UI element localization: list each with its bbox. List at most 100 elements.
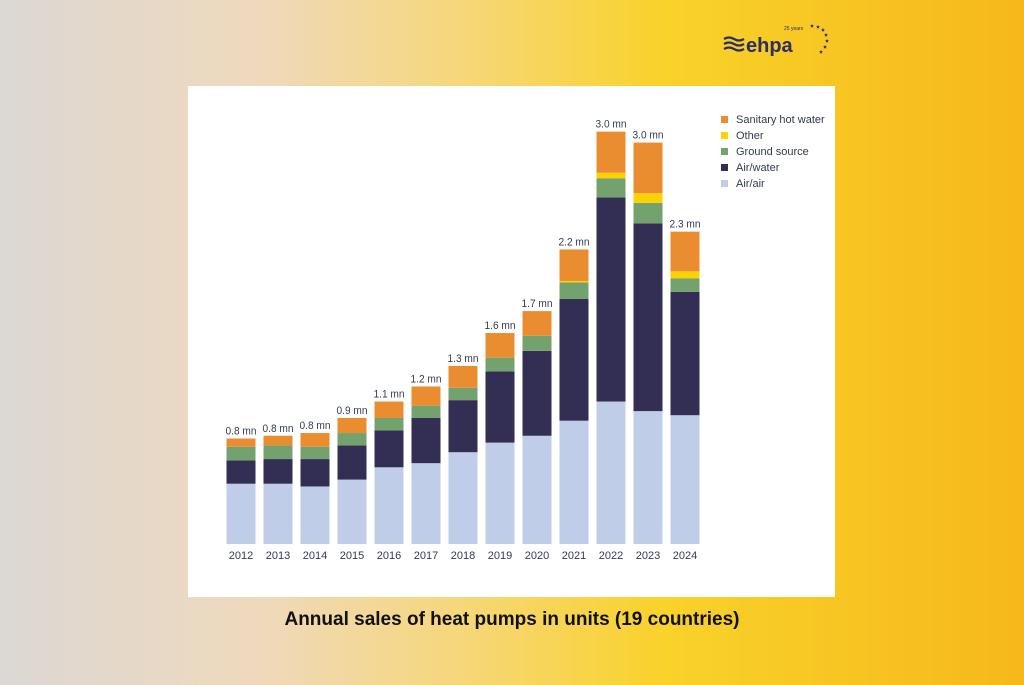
bar-segment-other-2022 (596, 172, 626, 179)
total-label-2020: 1.7 mn (522, 298, 553, 310)
x-tick-label-2013: 2013 (266, 550, 290, 562)
total-label-2017: 1.2 mn (411, 373, 442, 385)
bar-segment-sanitary-hot-water-2020 (522, 311, 552, 336)
x-tick-label-2018: 2018 (451, 550, 475, 562)
bar-segment-air-air-2021 (559, 420, 589, 544)
legend-label-air-air: Air/air (736, 178, 765, 190)
star-icon (825, 38, 829, 43)
bar-segment-air-water-2022 (596, 197, 626, 402)
legend-swatch-ground-source (721, 148, 728, 155)
bar-segment-air-air-2019 (485, 442, 515, 544)
bar-segment-sanitary-hot-water-2021 (559, 249, 589, 281)
logo-wordmark: ehpa (746, 35, 794, 57)
total-label-2019: 1.6 mn (485, 320, 516, 332)
bar-segment-air-water-2015 (337, 445, 367, 480)
logo-stars-icon (810, 23, 829, 54)
bar-segment-ground-source-2023 (633, 202, 663, 224)
bar-segment-air-air-2016 (374, 467, 404, 544)
x-tick-label-2020: 2020 (525, 550, 549, 562)
star-icon (819, 49, 823, 54)
bar-segment-air-water-2017 (411, 417, 441, 464)
bar-segment-air-water-2019 (485, 371, 515, 443)
x-tick-label-2023: 2023 (636, 550, 660, 562)
total-label-2015: 0.9 mn (337, 405, 368, 417)
bar-segment-sanitary-hot-water-2024 (670, 231, 700, 272)
bar-segment-air-water-2014 (300, 459, 330, 487)
bar-segment-air-air-2015 (337, 479, 367, 544)
bar-segment-ground-source-2014 (300, 446, 330, 460)
bar-segment-other-2024 (670, 271, 700, 279)
legend-swatch-sanitary-hot-water (721, 116, 728, 123)
x-tick-label-2022: 2022 (599, 550, 623, 562)
legend-swatch-air-air (721, 180, 728, 187)
bar-segment-air-water-2018 (448, 400, 478, 453)
star-icon (823, 44, 827, 49)
bar-segment-other-2023 (633, 193, 663, 203)
bar-segment-air-air-2024 (670, 415, 700, 544)
x-tick-label-2024: 2024 (673, 550, 697, 562)
bar-segment-air-air-2023 (633, 411, 663, 544)
bar-segment-ground-source-2013 (263, 445, 293, 460)
bar-segment-sanitary-hot-water-2017 (411, 386, 441, 406)
legend-label-air-water: Air/water (736, 162, 780, 174)
bar-segment-air-water-2012 (226, 460, 256, 484)
x-tick-label-2015: 2015 (340, 550, 364, 562)
total-label-2018: 1.3 mn (448, 353, 479, 365)
bar-segment-sanitary-hot-water-2014 (300, 433, 330, 447)
legend-swatch-other (721, 132, 728, 139)
x-tick-label-2016: 2016 (377, 550, 401, 562)
bar-segment-air-water-2023 (633, 223, 663, 412)
legend-label-other: Other (736, 130, 764, 142)
x-tick-label-2021: 2021 (562, 550, 586, 562)
bar-segment-ground-source-2017 (411, 405, 441, 418)
bar-segment-sanitary-hot-water-2016 (374, 401, 404, 418)
x-tick-label-2012: 2012 (229, 550, 253, 562)
total-label-2024: 2.3 mn (670, 219, 701, 231)
bar-segment-air-water-2020 (522, 350, 552, 436)
bar-segment-sanitary-hot-water-2015 (337, 417, 367, 434)
total-label-2023: 3.0 mn (633, 130, 664, 142)
bar-segment-air-air-2017 (411, 463, 441, 544)
bar-segment-air-air-2020 (522, 435, 552, 544)
bar-segment-ground-source-2015 (337, 433, 367, 446)
bar-segment-air-air-2022 (596, 401, 626, 544)
star-icon (824, 32, 828, 37)
bar-segment-sanitary-hot-water-2013 (263, 435, 293, 446)
legend-label-ground-source: Ground source (736, 146, 809, 158)
legend-swatch-air-water (721, 164, 728, 171)
bar-segment-sanitary-hot-water-2019 (485, 333, 515, 358)
bar-segment-air-air-2014 (300, 486, 330, 544)
x-tick-label-2014: 2014 (303, 550, 327, 562)
ehpa-logo: ehpa 25 years (723, 23, 829, 57)
bar-segment-ground-source-2020 (522, 335, 552, 351)
bar-segment-sanitary-hot-water-2022 (596, 131, 626, 173)
bar-segment-other-2021 (559, 280, 589, 283)
bar-segment-ground-source-2018 (448, 387, 478, 401)
bar-segment-sanitary-hot-water-2012 (226, 438, 256, 447)
total-label-2012: 0.8 mn (226, 426, 257, 438)
total-label-2016: 1.1 mn (374, 389, 405, 401)
chart-caption: Annual sales of heat pumps in units (19 … (284, 609, 740, 630)
logo-badge: 25 years (784, 26, 804, 32)
bar-segment-ground-source-2024 (670, 278, 700, 292)
total-label-2014: 0.8 mn (300, 420, 331, 432)
bar-segment-air-air-2013 (263, 483, 293, 544)
total-label-2013: 0.8 mn (263, 423, 294, 435)
bar-segment-air-water-2024 (670, 291, 700, 416)
bar-segment-air-water-2013 (263, 459, 293, 484)
bar-segment-ground-source-2019 (485, 357, 515, 372)
bar-segment-ground-source-2022 (596, 178, 626, 198)
star-icon (810, 23, 814, 28)
bar-segment-air-air-2012 (226, 483, 256, 544)
bar-segment-ground-source-2012 (226, 446, 256, 461)
bar-segment-air-water-2021 (559, 298, 589, 421)
x-tick-label-2017: 2017 (414, 550, 438, 562)
total-label-2022: 3.0 mn (596, 119, 627, 131)
bar-segment-ground-source-2021 (559, 282, 589, 299)
bar-segment-air-air-2018 (448, 452, 478, 544)
x-tick-label-2019: 2019 (488, 550, 512, 562)
chart-panel: 0.8 mn 2012 0.8 mn 2013 0.8 mn 2014 0.9 mn 2015… (188, 86, 835, 597)
bar-segment-sanitary-hot-water-2023 (633, 142, 663, 194)
total-label-2021: 2.2 mn (559, 236, 590, 248)
bar-segment-ground-source-2016 (374, 417, 404, 431)
